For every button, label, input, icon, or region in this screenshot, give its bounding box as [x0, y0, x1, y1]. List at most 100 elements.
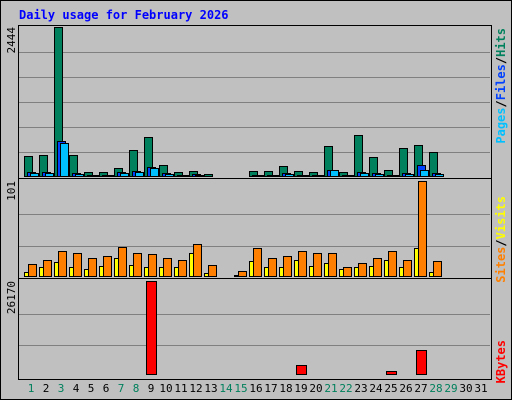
bar-sites-7 [118, 247, 127, 277]
bar-pages-25 [390, 175, 399, 177]
x-tick-label-8: 8 [133, 382, 140, 395]
bar-sites-19 [298, 251, 307, 277]
y-axis-labels: 2444 101 26170 [5, 27, 18, 314]
bar-hits-26 [399, 148, 408, 177]
bar-sites-16 [253, 248, 262, 277]
x-tick-label-21: 21 [324, 382, 337, 395]
bar-pages-19 [300, 175, 309, 177]
x-tick-label-19: 19 [294, 382, 307, 395]
bar-kbytes-25 [386, 371, 397, 375]
bar-pages-1 [30, 173, 39, 177]
bar-pages-20 [315, 175, 324, 177]
bar-kbytes-19 [296, 365, 307, 375]
x-tick-label-11: 11 [174, 382, 187, 395]
bar-sites-3 [58, 251, 67, 277]
legend-sites-visits: Sites/Visits [494, 196, 508, 283]
x-tick-label-26: 26 [399, 382, 412, 395]
bar-pages-8 [135, 172, 144, 177]
x-axis-labels: 1 2 3 4 5 6 7 8 9 10 11 12 13 14 15 16 17 18 19 20 21 22 23 24 2… [28, 382, 488, 395]
bar-sites-1 [28, 264, 37, 277]
bar-sites-8 [133, 253, 142, 277]
bar-sites-13 [208, 265, 217, 277]
bar-sites-25 [388, 251, 397, 277]
bar-sites-23 [358, 263, 367, 277]
x-tick-label-18: 18 [279, 382, 292, 395]
bar-sites-4 [73, 253, 82, 277]
bar-pages-22 [345, 175, 354, 177]
bar-pages-11 [180, 175, 189, 177]
bar-pages-5 [90, 175, 99, 177]
bar-sites-5 [88, 258, 97, 277]
bar-sites-11 [178, 260, 187, 277]
bar-pages-26 [405, 174, 414, 177]
bar-pages-18 [285, 174, 294, 177]
bar-sites-17 [268, 258, 277, 277]
x-tick-label-22: 22 [339, 382, 352, 395]
bar-pages-9 [150, 168, 159, 177]
bar-sites-27 [418, 181, 427, 277]
x-tick-label-7: 7 [118, 382, 125, 395]
bar-sites-6 [103, 256, 112, 277]
bar-sites-9 [148, 254, 157, 277]
y-max-label-1: 2444 [5, 27, 18, 54]
legend-kbytes: KBytes [494, 340, 508, 383]
bar-pages-12 [195, 175, 204, 177]
x-tick-label-12: 12 [189, 382, 202, 395]
bar-pages-24 [375, 174, 384, 177]
bar-sites-2 [43, 260, 52, 277]
bar-pages-23 [360, 173, 369, 177]
x-tick-label-31: 31 [474, 382, 487, 395]
bar-sites-20 [313, 253, 322, 277]
bar-pages-6 [105, 175, 114, 177]
x-tick-label-16: 16 [249, 382, 262, 395]
bar-sites-28 [433, 261, 442, 277]
bar-sites-15 [238, 271, 247, 277]
x-tick-label-28: 28 [429, 382, 442, 395]
bar-hits-23 [354, 135, 363, 177]
chart-bars [24, 27, 444, 375]
bar-pages-27 [420, 170, 429, 177]
bar-pages-28 [435, 174, 444, 177]
legend-labels: Pages/Files/Hits Sites/Visits KBytes [494, 28, 508, 383]
x-tick-label-14: 14 [219, 382, 233, 395]
bar-pages-17 [270, 175, 279, 177]
x-tick-label-6: 6 [103, 382, 110, 395]
bar-sites-26 [403, 260, 412, 277]
bar-pages-4 [75, 174, 84, 177]
chart-title: Daily usage for February 2026 [19, 8, 229, 22]
x-tick-label-13: 13 [204, 382, 217, 395]
x-tick-label-1: 1 [28, 382, 35, 395]
x-tick-label-15: 15 [234, 382, 247, 395]
x-tick-label-3: 3 [58, 382, 65, 395]
x-tick-label-29: 29 [444, 382, 457, 395]
bar-pages-7 [120, 173, 129, 177]
bar-pages-16 [255, 175, 264, 177]
y-max-label-2: 101 [5, 181, 18, 201]
bar-sites-24 [373, 258, 382, 277]
x-tick-label-25: 25 [384, 382, 397, 395]
bar-sites-21 [328, 253, 337, 277]
bar-hits-13 [204, 174, 213, 177]
legend-pages-files-hits: Pages/Files/Hits [494, 28, 508, 144]
bar-hits-28 [429, 152, 438, 177]
x-tick-label-5: 5 [88, 382, 95, 395]
x-tick-label-23: 23 [354, 382, 367, 395]
y-max-label-3: 26170 [5, 281, 18, 314]
chart-panels [19, 52, 491, 346]
x-tick-label-10: 10 [159, 382, 172, 395]
bar-pages-10 [165, 174, 174, 177]
x-tick-label-9: 9 [148, 382, 155, 395]
x-tick-label-24: 24 [369, 382, 383, 395]
x-tick-label-2: 2 [43, 382, 50, 395]
bar-pages-3 [60, 143, 69, 177]
x-tick-label-17: 17 [264, 382, 277, 395]
bar-pages-2 [45, 173, 54, 177]
bar-sites-12 [193, 244, 202, 277]
bar-sites-10 [163, 258, 172, 277]
bar-kbytes-9 [146, 281, 157, 375]
x-tick-label-4: 4 [73, 382, 80, 395]
bar-kbytes-27 [416, 350, 427, 375]
x-tick-label-30: 30 [459, 382, 472, 395]
x-tick-label-20: 20 [309, 382, 322, 395]
